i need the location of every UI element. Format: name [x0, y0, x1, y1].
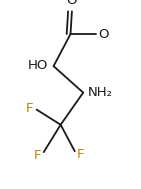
- Text: F: F: [77, 149, 84, 161]
- Text: F: F: [26, 102, 33, 115]
- Text: O: O: [67, 0, 77, 7]
- Text: HO: HO: [27, 59, 48, 72]
- Text: O: O: [99, 28, 109, 40]
- Text: NH₂: NH₂: [87, 86, 112, 99]
- Text: F: F: [34, 149, 42, 162]
